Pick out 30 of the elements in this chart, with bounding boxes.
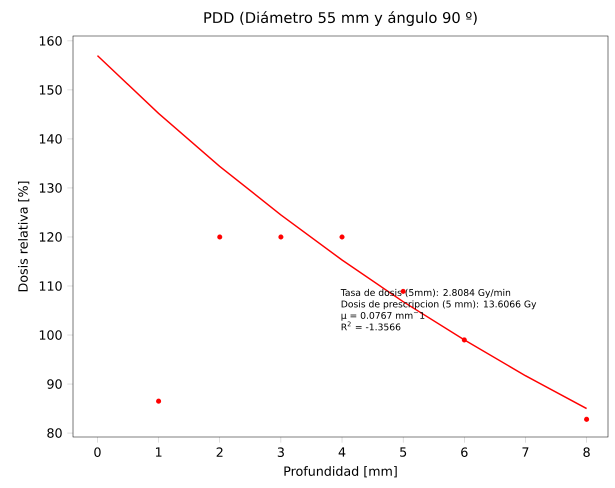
annotation: R$^{2}$ = -1.3566 (342, 321, 400, 330)
line-series (96, 54, 588, 410)
y-tick-label: 90 (47, 379, 62, 389)
x-axis-title: Profundidad [mm] (284, 466, 397, 478)
y-tick-label: 110 (40, 281, 62, 291)
y-tick-label: 100 (40, 330, 62, 340)
point (217, 234, 222, 240)
x-tick-label: 7 (522, 447, 528, 457)
y-tick-label: 160 (40, 36, 62, 46)
x-tick-label: 8 (583, 447, 590, 457)
annotation: μ = 0.0767 mm$^{−}$1 (342, 312, 424, 321)
y-axis-title: Dosis relativa [%] (18, 182, 30, 292)
x-tick-label: 0 (94, 447, 101, 457)
point (584, 416, 590, 422)
x-tick-label: 1 (156, 447, 162, 457)
point (339, 234, 345, 240)
y-tick-label: 130 (40, 183, 62, 193)
x-tick-label: 4 (338, 447, 346, 457)
x-tick-label: 2 (216, 447, 223, 457)
point (462, 337, 467, 342)
point (156, 398, 162, 404)
x-tick-label: 6 (461, 447, 468, 457)
point (278, 234, 284, 240)
x-tick-label: 3 (278, 447, 284, 457)
y-tick-label: 150 (40, 85, 62, 95)
y-tick-label: 140 (40, 134, 62, 144)
x-tick-label: 5 (400, 447, 406, 457)
y-tick-label: 80 (47, 428, 62, 438)
chart-title: PDD (Diámetro 55 mm y ángulo 90 º) (204, 11, 477, 26)
y-tick-label: 120 (40, 232, 62, 242)
